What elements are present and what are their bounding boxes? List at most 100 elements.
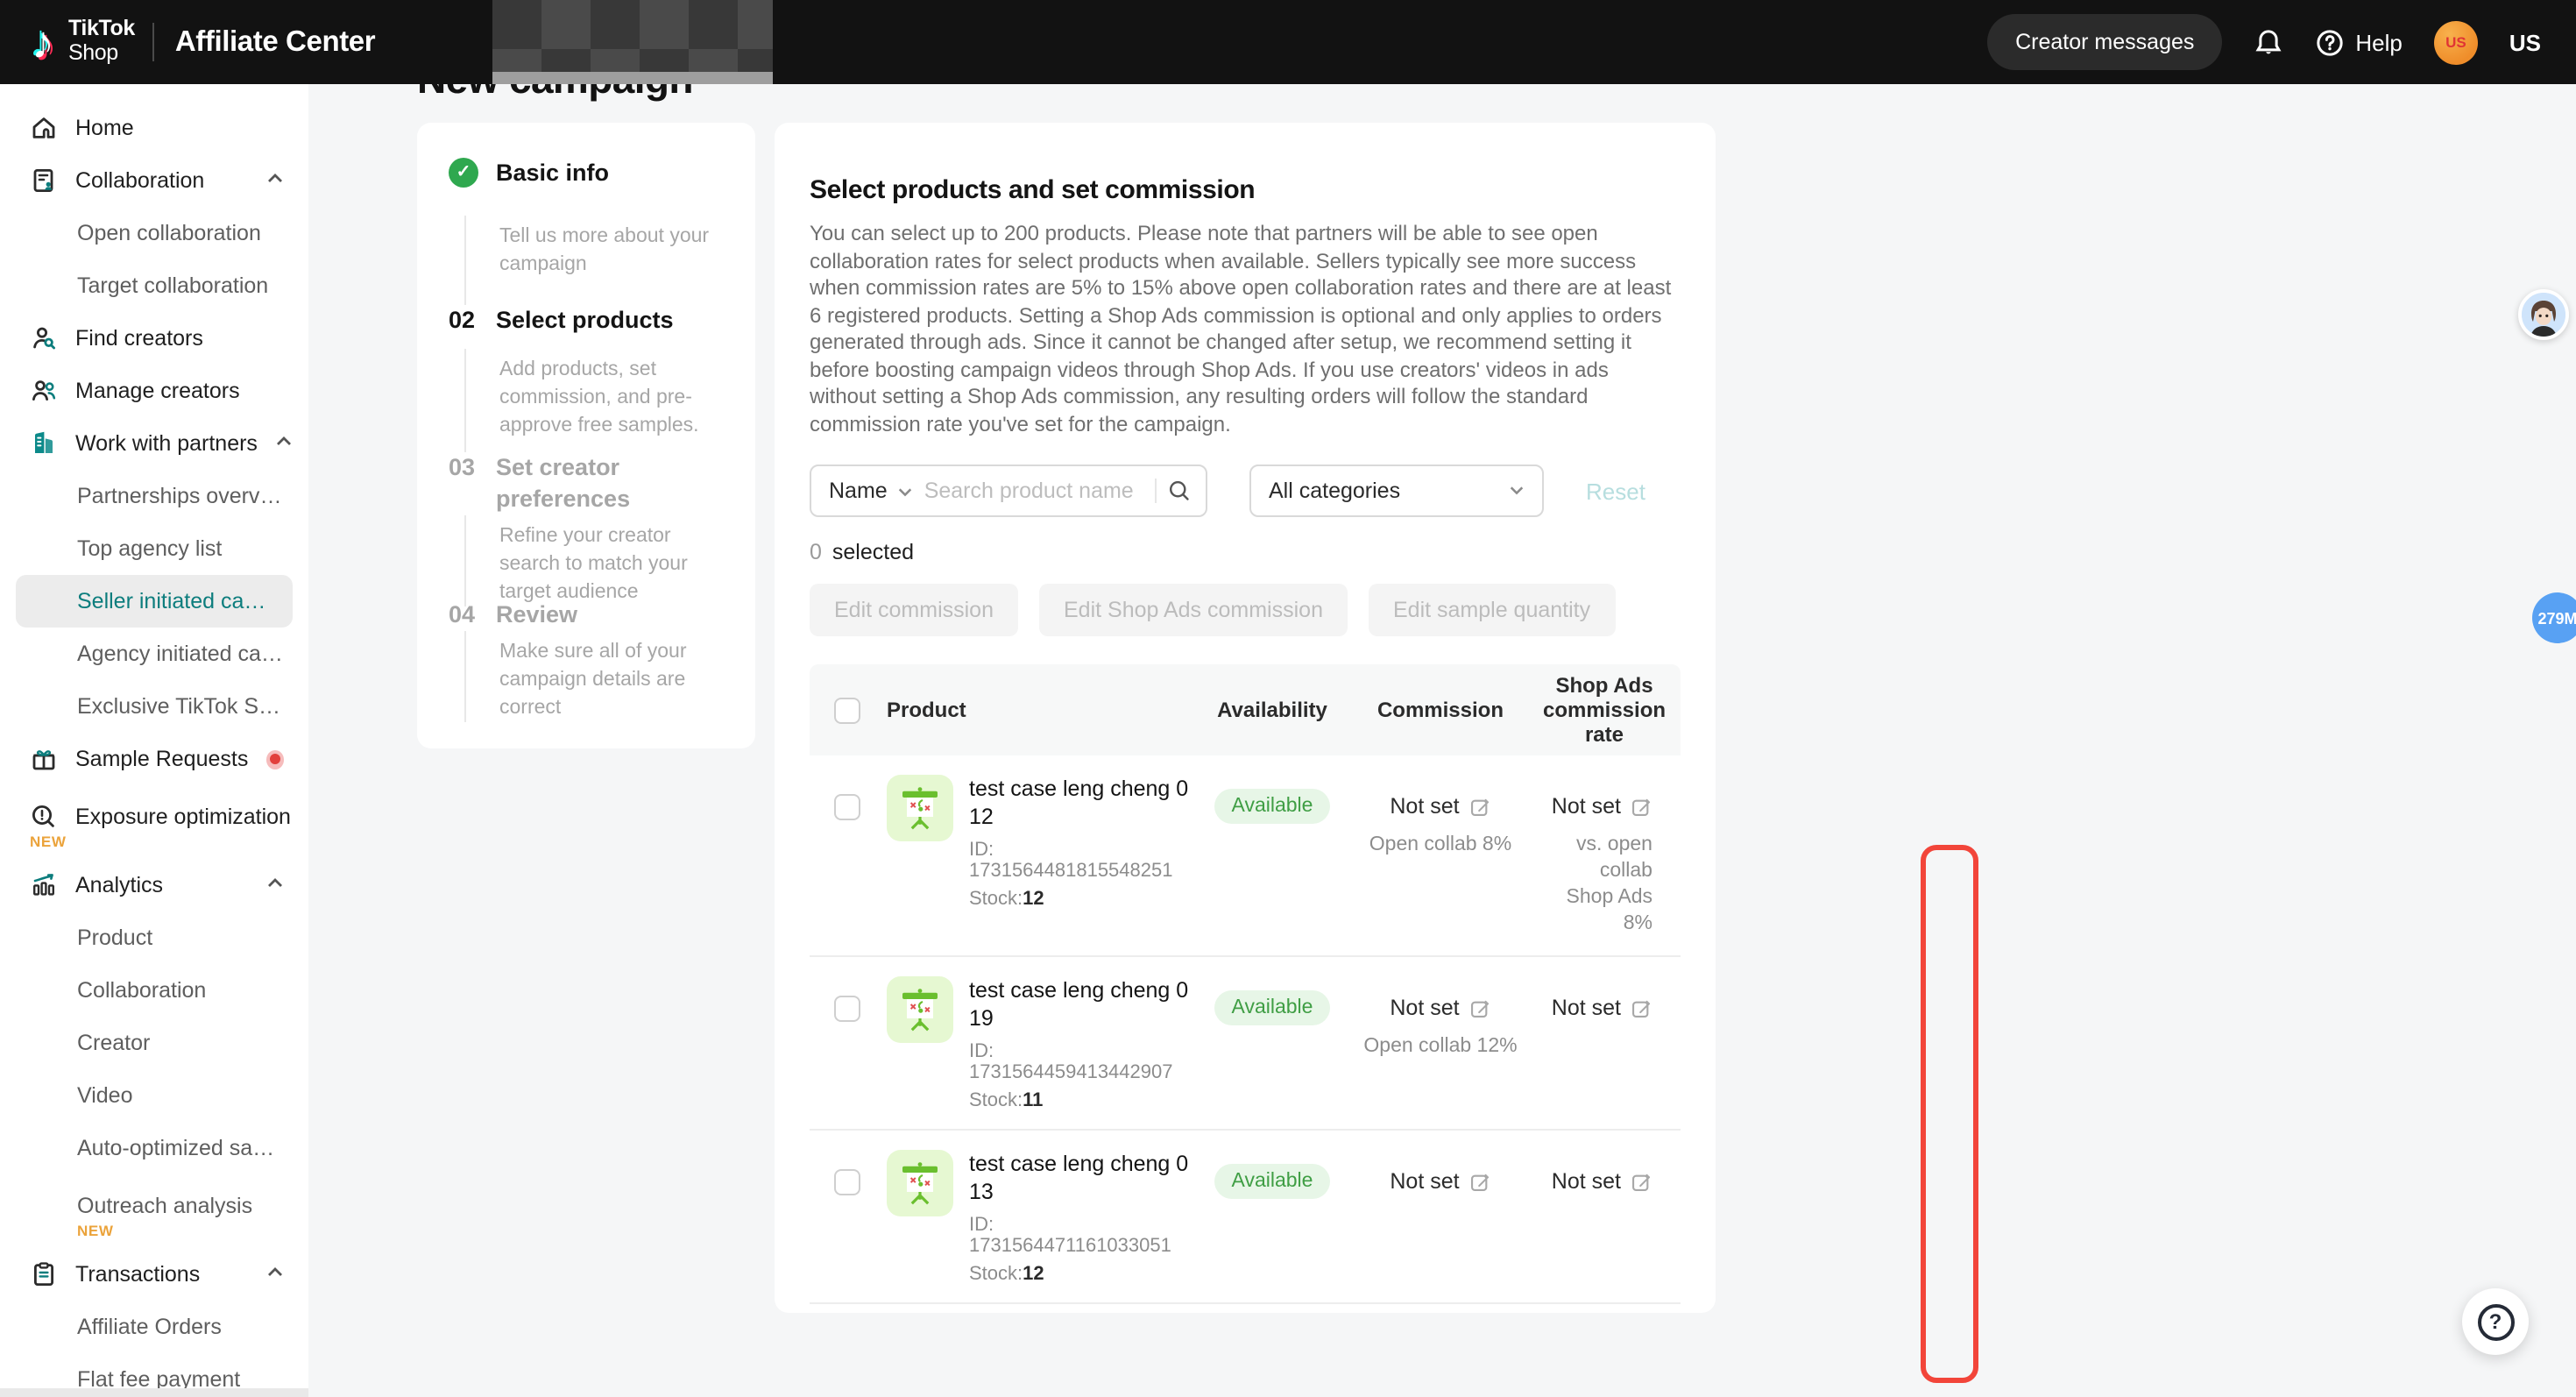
sidebar-item-open-collaboration[interactable]: Open collaboration [77,221,261,245]
product-stock: Stock:12 [969,1264,1044,1285]
campaign-steps-card: ✓ Basic info Tell us more about your cam… [417,123,755,748]
notification-dot [265,749,284,769]
reset-filters-link[interactable]: Reset [1586,478,1645,504]
sidebar-item-exposure-optimization[interactable]: Exposure optimization NEW [0,785,308,859]
floating-assistant-avatar[interactable] [2518,289,2569,340]
bulk-actions-row: Edit commission Edit Shop Ads commission… [810,584,1681,636]
new-badge: NEW [77,1221,114,1238]
chevron-up-icon[interactable] [266,1262,284,1287]
header-commission: Commission [1376,698,1504,722]
sidebar-item-affiliate-orders[interactable]: Affiliate Orders [77,1315,222,1339]
region-label: US [2509,29,2541,55]
sidebar-item-transactions[interactable]: Transactions [0,1248,308,1301]
sidebar-item-agency-initiated-campaigns[interactable]: Agency initiated campai... [77,642,284,666]
step-select-products: 02 Select products Add products, set com… [449,305,727,452]
availability-badge: Available [1214,1164,1331,1199]
header-availability: Availability [1217,698,1327,722]
row-checkbox[interactable] [834,794,860,820]
sidebar-item-analytics-creator[interactable]: Creator [77,1031,151,1055]
input-divider [1155,479,1157,503]
sidebar-item-find-creators[interactable]: Find creators [0,312,308,365]
chevron-up-icon[interactable] [275,431,293,456]
sidebar-item-analytics-video[interactable]: Video [77,1083,133,1108]
product-title[interactable]: test case leng cheng 013 [969,1152,1189,1204]
exposure-optimization-icon [32,804,54,826]
step-review: 04 Review Make sure all of your campaign… [449,599,727,723]
step-basic-info: ✓ Basic info Tell us more about your cam… [449,158,727,305]
sidebar-item-analytics-product[interactable]: Product [77,925,153,950]
new-badge: NEW [30,832,67,849]
open-collab-rate: Open collab 12% [1363,1036,1518,1057]
chevron-down-icon[interactable] [898,483,914,499]
sidebar-item-top-agency-list[interactable]: Top agency list [77,536,223,561]
edit-sample-quantity-button[interactable]: Edit sample quantity [1369,584,1616,636]
product-title[interactable]: test case leng cheng 019 [969,978,1189,1031]
category-filter-select[interactable]: All categories [1249,464,1544,517]
product-stock: Stock:11 [969,1090,1044,1111]
sidebar-item-target-collaboration[interactable]: Target collaboration [77,273,269,298]
help-menu[interactable]: Help [2315,27,2403,57]
sidebar-item-collaboration[interactable]: Collaboration [0,154,308,207]
row-checkbox[interactable] [834,996,860,1022]
select-all-checkbox[interactable] [834,697,860,723]
chevron-up-icon[interactable] [266,873,284,897]
product-stock: Stock:12 [969,889,1044,910]
help-label: Help [2355,29,2403,55]
row-checkbox[interactable] [834,1169,860,1195]
logo-divider [152,23,154,61]
product-thumbnail [887,976,953,1043]
step-connector [464,215,484,305]
search-field-selector[interactable]: Name [829,479,888,503]
step-done-check-icon: ✓ [449,158,478,188]
edit-commission-icon[interactable] [1468,996,1491,1019]
table-header-row: Product Availability Commission Shop Ads… [810,664,1681,755]
edit-commission-icon[interactable] [1468,795,1491,818]
user-avatar[interactable]: US [2433,20,2478,64]
product-thumbnail [887,775,953,841]
select-products-card: Select products and set commission You c… [775,123,1716,1313]
tiktok-shop-logo[interactable]: ♪ TikTok Shop [0,16,135,67]
floating-notification-badge[interactable]: 279M [2532,592,2576,643]
sidebar-item-seller-initiated-campaigns[interactable]: Seller initiated campaig... [16,575,293,628]
floating-help-button[interactable]: ? [2462,1288,2529,1355]
sidebar-nav: Home Collaboration Open collaboration Ta… [0,84,308,1397]
sidebar-item-analytics-collaboration[interactable]: Collaboration [77,978,207,1003]
edit-shop-ads-icon[interactable] [1630,996,1652,1019]
logo-text: TikTok Shop [68,16,135,67]
search-input[interactable] [924,479,1144,503]
selected-count: 0 [810,540,822,564]
sidebar-item-partnerships-overview[interactable]: Partnerships overview [77,484,284,508]
edit-commission-icon[interactable] [1468,1170,1491,1193]
app-title: Affiliate Center [174,25,376,57]
sidebar-item-exclusive-tiktok-shop[interactable]: Exclusive TikTok Shop c... [77,694,284,719]
table-row: test case leng cheng 013 ID: 17315644711… [810,1131,1681,1304]
chevron-up-icon[interactable] [266,168,284,193]
header-shop-ads-commission-rate: Shop Ads commission rate [1542,673,1667,747]
step-set-creator-preferences: 03 Set creator preferences Refine your c… [449,452,727,607]
edit-shop-ads-icon[interactable] [1630,1170,1652,1193]
sidebar-item-analytics[interactable]: Analytics [0,859,308,911]
step-connector [464,515,484,607]
sidebar-item-work-with-partners[interactable]: Work with partners [0,417,308,470]
topbar-actions: Creator messages Help US US [1987,14,2576,70]
logo-line1: TikTok [68,16,135,41]
product-id: ID: 1731564471161033051 [969,1215,1171,1257]
sidebar-item-home[interactable]: Home [0,102,308,154]
product-title[interactable]: test case leng cheng 012 [969,777,1189,829]
transactions-icon [34,1262,54,1286]
manage-creators-icon [32,380,56,401]
sidebar-item-manage-creators[interactable]: Manage creators [0,365,308,417]
creator-messages-button[interactable]: Creator messages [1987,14,2223,70]
search-icon[interactable] [1167,479,1192,503]
filter-bar: Name All categories Reset [810,464,1681,517]
edit-shop-ads-commission-button[interactable]: Edit Shop Ads commission [1039,584,1348,636]
edit-commission-button[interactable]: Edit commission [810,584,1018,636]
work-with-partners-icon [35,431,53,453]
edit-shop-ads-icon[interactable] [1630,795,1652,818]
products-table: Product Availability Commission Shop Ads… [810,664,1681,1313]
notifications-bell-icon[interactable] [2254,27,2283,57]
sidebar-item-sample-requests[interactable]: Sample Requests [0,733,308,785]
sidebar-item-auto-optimized-samples[interactable]: Auto-optimized samples [77,1136,284,1160]
sidebar-item-outreach-analysis[interactable]: Outreach analysis NEW [0,1174,308,1248]
